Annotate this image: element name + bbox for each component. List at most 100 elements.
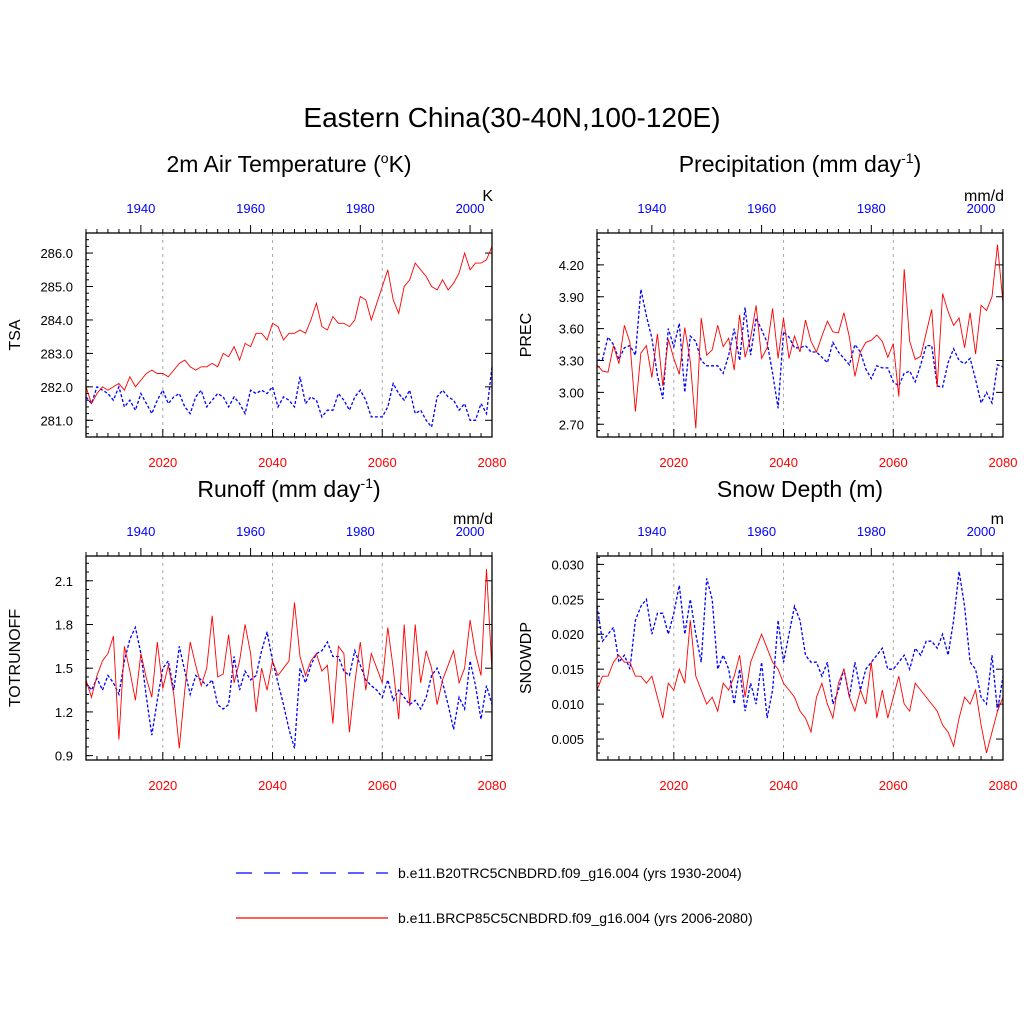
- y-tick-label: 3.60: [559, 322, 584, 337]
- legend-historical-label: b.e11.B20TRC5CNBDRD.f09_g16.004 (yrs 193…: [398, 865, 742, 881]
- y-axis-label-tsa: TSA: [7, 319, 24, 350]
- x-tick-label-top: 1980: [857, 524, 886, 539]
- y-tick-label: 4.20: [559, 258, 584, 273]
- chart-title-text: Snow Depth (m): [717, 476, 883, 502]
- x-tick-label-top: 1940: [126, 524, 155, 539]
- y-tick-label: 2.70: [559, 417, 584, 432]
- chart-title-superscript: -1: [361, 475, 374, 491]
- y-tick-label: 3.30: [559, 354, 584, 369]
- series-line-future-tsa: [85, 246, 493, 405]
- y-axis-label-runoff: TOTRUNOFF: [7, 609, 24, 708]
- y-tick-label: 3.90: [559, 290, 584, 305]
- y-tick-label: 0.010: [551, 697, 584, 712]
- chart-panel-prec: Precipitation (mm day-1) mm/d PREC 2020 2040…: [518, 150, 1017, 470]
- x-tick-label-bottom: 2040: [769, 778, 798, 793]
- plot-frame-tsa: [85, 232, 493, 438]
- y-tick-label: 0.025: [551, 592, 584, 607]
- plot-frame-prec: [596, 232, 1004, 438]
- x-tick-label-bottom: 2020: [659, 778, 688, 793]
- y-tick-label: 0.030: [551, 557, 584, 572]
- x-tick-label-top: 1980: [346, 524, 375, 539]
- x-tick-label-bottom: 2040: [769, 455, 798, 470]
- x-tick-label-top: 1940: [126, 201, 155, 216]
- chart-title-superscript: o: [381, 150, 389, 166]
- plot-frame-snowdp: [596, 555, 1004, 761]
- series-line-historical-prec: [596, 289, 1004, 409]
- chart-title-prec: Precipitation (mm day-1): [679, 150, 922, 177]
- series-line-future-prec: [596, 244, 1004, 429]
- series-line-historical-tsa: [85, 366, 493, 429]
- x-tick-label-bottom: 2060: [879, 778, 908, 793]
- y-tick-label: 3.00: [559, 385, 584, 400]
- series-line-historical-runoff: [85, 625, 493, 749]
- x-tick-label-top: 1940: [637, 524, 666, 539]
- x-tick-label-top: 1960: [747, 524, 776, 539]
- plot-frame-runoff: [85, 555, 493, 761]
- y-tick-label: 286.0: [40, 246, 73, 261]
- chart-title-tail: ): [373, 476, 381, 502]
- x-tick-label-bottom: 2040: [258, 455, 287, 470]
- chart-title-tail: ): [914, 151, 922, 177]
- units-label-runoff: mm/d: [453, 511, 493, 528]
- y-tick-label: 0.9: [55, 749, 73, 764]
- x-tick-label-bottom: 2060: [368, 778, 397, 793]
- y-axis-label-snowdp: SNOWDP: [518, 622, 535, 694]
- x-tick-label-bottom: 2040: [258, 778, 287, 793]
- chart-title-text: Precipitation (mm day: [679, 151, 902, 177]
- y-tick-label: 1.8: [55, 617, 73, 632]
- x-tick-label-top: 1960: [236, 201, 265, 216]
- chart-title-text: 2m Air Temperature (: [166, 151, 381, 177]
- chart-title-runoff: Runoff (mm day-1): [197, 475, 380, 502]
- y-tick-label: 2.1: [55, 574, 73, 589]
- x-tick-label-top: 1980: [346, 201, 375, 216]
- chart-title-text-after: K): [389, 151, 412, 177]
- x-tick-label-top: 2000: [456, 201, 485, 216]
- x-tick-label-bottom: 2080: [989, 778, 1018, 793]
- y-axis-label-prec: PREC: [518, 313, 535, 357]
- x-tick-label-bottom: 2020: [659, 455, 688, 470]
- legend: b.e11.B20TRC5CNBDRD.f09_g16.004 (yrs 193…: [236, 865, 753, 926]
- units-label-prec: mm/d: [964, 188, 1004, 205]
- x-tick-label-bottom: 2020: [148, 778, 177, 793]
- units-label-tsa: K: [482, 188, 493, 205]
- y-tick-label: 284.0: [40, 313, 73, 328]
- x-tick-label-bottom: 2080: [989, 455, 1018, 470]
- chart-title-snowdp: Snow Depth (m): [717, 476, 883, 502]
- x-tick-label-top: 1940: [637, 201, 666, 216]
- x-tick-label-top: 2000: [967, 201, 996, 216]
- chart-title-superscript: -1: [901, 150, 914, 166]
- chart-panel-tsa: 2m Air Temperature (oK) K TSA 2020 2040 2060 2…: [7, 150, 506, 470]
- y-tick-label: 1.5: [55, 661, 73, 676]
- x-tick-label-bottom: 2060: [879, 455, 908, 470]
- x-tick-label-bottom: 2080: [478, 455, 507, 470]
- y-tick-label: 0.005: [551, 732, 584, 747]
- y-tick-label: 283.0: [40, 346, 73, 361]
- chart-title-tsa: 2m Air Temperature (oK): [166, 150, 411, 177]
- figure-title: Eastern China(30-40N,100-120E): [303, 102, 720, 133]
- x-tick-label-bottom: 2060: [368, 455, 397, 470]
- series-line-future-snowdp: [596, 620, 1004, 754]
- y-tick-label: 0.020: [551, 627, 584, 642]
- chart-title-text: Runoff (mm day: [197, 476, 361, 502]
- units-label-snowdp: m: [991, 511, 1004, 528]
- y-tick-label: 282.0: [40, 380, 73, 395]
- chart-panel-runoff: Runoff (mm day-1) mm/d TOTRUNOFF 2020 2040 20…: [7, 475, 506, 793]
- chart-panel-snowdp: Snow Depth (m) m SNOWDP 2020 2040 2060 2080 194…: [518, 476, 1017, 793]
- y-tick-label: 0.015: [551, 662, 584, 677]
- x-tick-label-top: 1980: [857, 201, 886, 216]
- chart-panels: 2m Air Temperature (oK) K TSA 2020 2040 2060 2…: [7, 150, 1017, 793]
- x-tick-label-bottom: 2080: [478, 778, 507, 793]
- y-tick-label: 285.0: [40, 280, 73, 295]
- x-tick-label-top: 1960: [236, 524, 265, 539]
- x-tick-label-bottom: 2020: [148, 455, 177, 470]
- series-line-future-runoff: [85, 569, 493, 749]
- legend-future-label: b.e11.BRCP85C5CNBDRD.f09_g16.004 (yrs 20…: [398, 910, 753, 926]
- x-tick-label-top: 1960: [747, 201, 776, 216]
- y-tick-label: 1.2: [55, 705, 73, 720]
- series-line-historical-snowdp: [596, 571, 1004, 719]
- y-tick-label: 281.0: [40, 413, 73, 428]
- x-tick-label-top: 2000: [967, 524, 996, 539]
- x-tick-label-top: 2000: [456, 524, 485, 539]
